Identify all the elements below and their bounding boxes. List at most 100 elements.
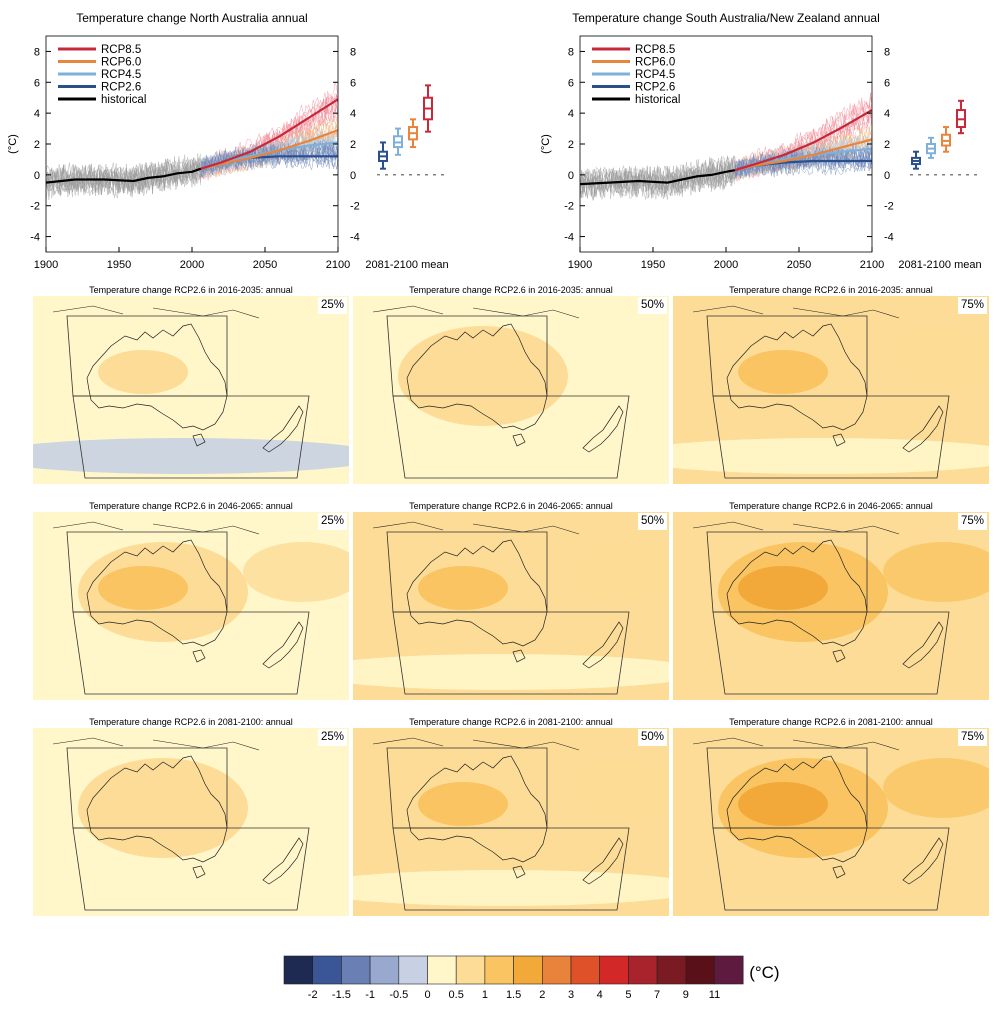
new-zealand-coastline	[582, 837, 624, 885]
scenario-member-line	[734, 153, 873, 179]
scenario-member-line	[734, 150, 873, 177]
tasmania-coastline	[192, 649, 206, 663]
legend-label: RCP8.5	[101, 44, 141, 56]
colorbar-swatch	[714, 955, 744, 985]
series-line-rcp85	[734, 109, 873, 172]
historical-member-line	[579, 157, 736, 199]
series-line-historical	[579, 169, 735, 186]
australia-coastline	[86, 323, 228, 431]
percentile-label: 50%	[637, 297, 667, 314]
series-line-rcp60	[734, 138, 873, 172]
map-panel-title: Temperature change RCP2.6 in 2081-2100: …	[33, 716, 349, 728]
map-svg	[353, 728, 669, 916]
region-box-south	[392, 395, 630, 479]
y-tick-label-right: -4	[884, 232, 894, 244]
new-zealand-coastline	[262, 837, 304, 885]
legend-label: RCP8.5	[635, 44, 675, 56]
field-hot-core	[98, 350, 188, 394]
x-tick-label: 1900	[568, 259, 592, 271]
field-ocean-patch	[563, 758, 669, 818]
field-hot-core	[738, 566, 828, 610]
percentile-label: 25%	[317, 513, 347, 530]
y-tick-label-right: 2	[350, 139, 356, 151]
australia-coastline	[86, 755, 228, 863]
colorbar-swatch	[283, 955, 314, 985]
legend-label: RCP4.5	[101, 69, 141, 81]
region-box-south	[712, 611, 950, 695]
tasmania-coastline	[512, 865, 526, 879]
region-box-south	[72, 395, 310, 479]
x-tick-label: 2050	[787, 259, 811, 271]
field-ocean-patch	[243, 758, 349, 818]
colorbar-swatch	[599, 955, 629, 985]
y-tick-label: 0	[34, 170, 40, 182]
colorbar-tick-label: 2	[539, 989, 545, 1001]
y-tick-label: 4	[568, 108, 574, 120]
colorbar-swatch	[541, 955, 572, 985]
y-tick-label: 8	[34, 46, 40, 58]
field-cool-band	[353, 870, 669, 906]
colorbar-swatch	[312, 955, 342, 985]
y-tick-label: -2	[30, 201, 40, 213]
field-cool-band	[33, 654, 349, 690]
y-tick-label-right: 8	[350, 46, 356, 58]
y-tick-label: 0	[568, 170, 574, 182]
region-box-south	[72, 611, 310, 695]
colorbar-tick-label: 4	[597, 989, 603, 1001]
region-box-south	[712, 395, 950, 479]
tasmania-coastline	[192, 433, 206, 447]
timeseries-chart-south-australia-nz: Temperature change South Australia/New Z…	[540, 11, 982, 271]
tasmania-coastline	[512, 433, 526, 447]
box-rcp45	[393, 127, 403, 156]
legend-label: RCP6.0	[635, 57, 675, 69]
colorbar-tick-label: 5	[625, 989, 631, 1001]
box-rcp85	[956, 99, 966, 135]
field-ocean-patch	[883, 542, 989, 602]
colorbar-swatch	[369, 955, 400, 985]
australia-coastline	[726, 323, 868, 431]
y-tick-label-right: 2	[884, 139, 890, 151]
x-tick-label: 2050	[253, 259, 277, 271]
y-tick-label: 6	[34, 77, 40, 89]
field-cool-band	[353, 438, 669, 474]
box-rcp60	[408, 118, 418, 149]
map-panel: Temperature change RCP2.6 in 2016-2035: …	[33, 284, 349, 484]
percentile-label: 50%	[637, 729, 667, 746]
scenario-member-line	[734, 148, 873, 175]
series-line-rcp60	[200, 129, 339, 170]
field-hot-core	[418, 350, 508, 394]
map-panel: Temperature change RCP2.6 in 2046-2065: …	[353, 500, 669, 700]
field-cool-band	[673, 870, 989, 906]
colorbar: -2 -1.5 -1 -0.5 0 0.5 1 1.5 2 3 4 5 7 9 11 (°C)	[283, 955, 780, 1001]
field-ocean-patch	[243, 542, 349, 602]
x-tick-label: 1950	[641, 259, 665, 271]
new-guinea-coastline	[372, 737, 580, 751]
new-guinea-coastline	[372, 521, 580, 535]
field-ocean-patch	[243, 326, 349, 386]
y-tick-label: -4	[30, 232, 40, 244]
colorbar-swatch	[570, 955, 601, 985]
colorbar-tick-label: -1.5	[332, 989, 351, 1001]
y-tick-label-right: 8	[884, 46, 890, 58]
colorbar-tick-label: 1.5	[506, 989, 521, 1001]
map-panel: Temperature change RCP2.6 in 2081-2100: …	[673, 716, 989, 916]
region-box-south	[392, 827, 630, 911]
box-rcp26	[378, 141, 388, 170]
map-svg	[353, 512, 669, 700]
colorbar-unit-label: (°C)	[749, 963, 779, 982]
region-box-south	[72, 827, 310, 911]
historical-member-line	[579, 162, 736, 200]
field-ocean-patch	[563, 326, 669, 386]
legend-label: RCP4.5	[635, 69, 675, 81]
timeseries-chart-north-australia: Temperature change North Australia annua…	[7, 11, 449, 271]
colorbar-tick-label: 1	[482, 989, 488, 1001]
colorbar-tick-label: -1	[365, 989, 375, 1001]
percentile-label: 25%	[317, 729, 347, 746]
australia-coastline	[726, 539, 868, 647]
field-cool-band	[673, 438, 989, 474]
scenario-member-line	[200, 150, 339, 178]
australia-coastline	[406, 323, 548, 431]
colorbar-tick-label: 0.5	[449, 989, 464, 1001]
new-zealand-coastline	[582, 621, 624, 669]
